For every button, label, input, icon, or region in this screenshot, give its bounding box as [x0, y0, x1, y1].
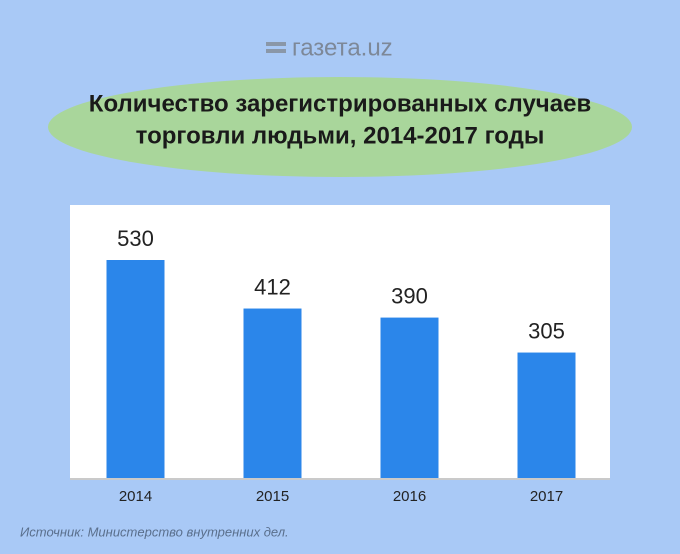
logo-icon: [266, 49, 286, 53]
x-tick-label: 2014: [119, 488, 152, 505]
x-tick-label: 2016: [393, 488, 426, 505]
chart-title: Количество зарегистрированных случаев: [89, 90, 591, 117]
source: Источник: Министерство внутренних дел.: [20, 524, 289, 539]
chart-title: торговли людьми, 2014-2017 годы: [136, 122, 545, 149]
x-tick-label: 2017: [530, 488, 563, 505]
value-label: 412: [254, 274, 291, 299]
value-label: 305: [528, 318, 565, 343]
logo-icon: [266, 42, 286, 46]
title-bubble: [48, 77, 632, 177]
bar: [106, 260, 165, 478]
logo: газета.uz: [292, 34, 393, 61]
bar: [243, 308, 302, 478]
bar: [517, 352, 576, 478]
bar: [380, 317, 439, 478]
x-tick-label: 2015: [256, 488, 289, 505]
value-label: 530: [117, 226, 154, 251]
value-label: 390: [391, 283, 428, 308]
